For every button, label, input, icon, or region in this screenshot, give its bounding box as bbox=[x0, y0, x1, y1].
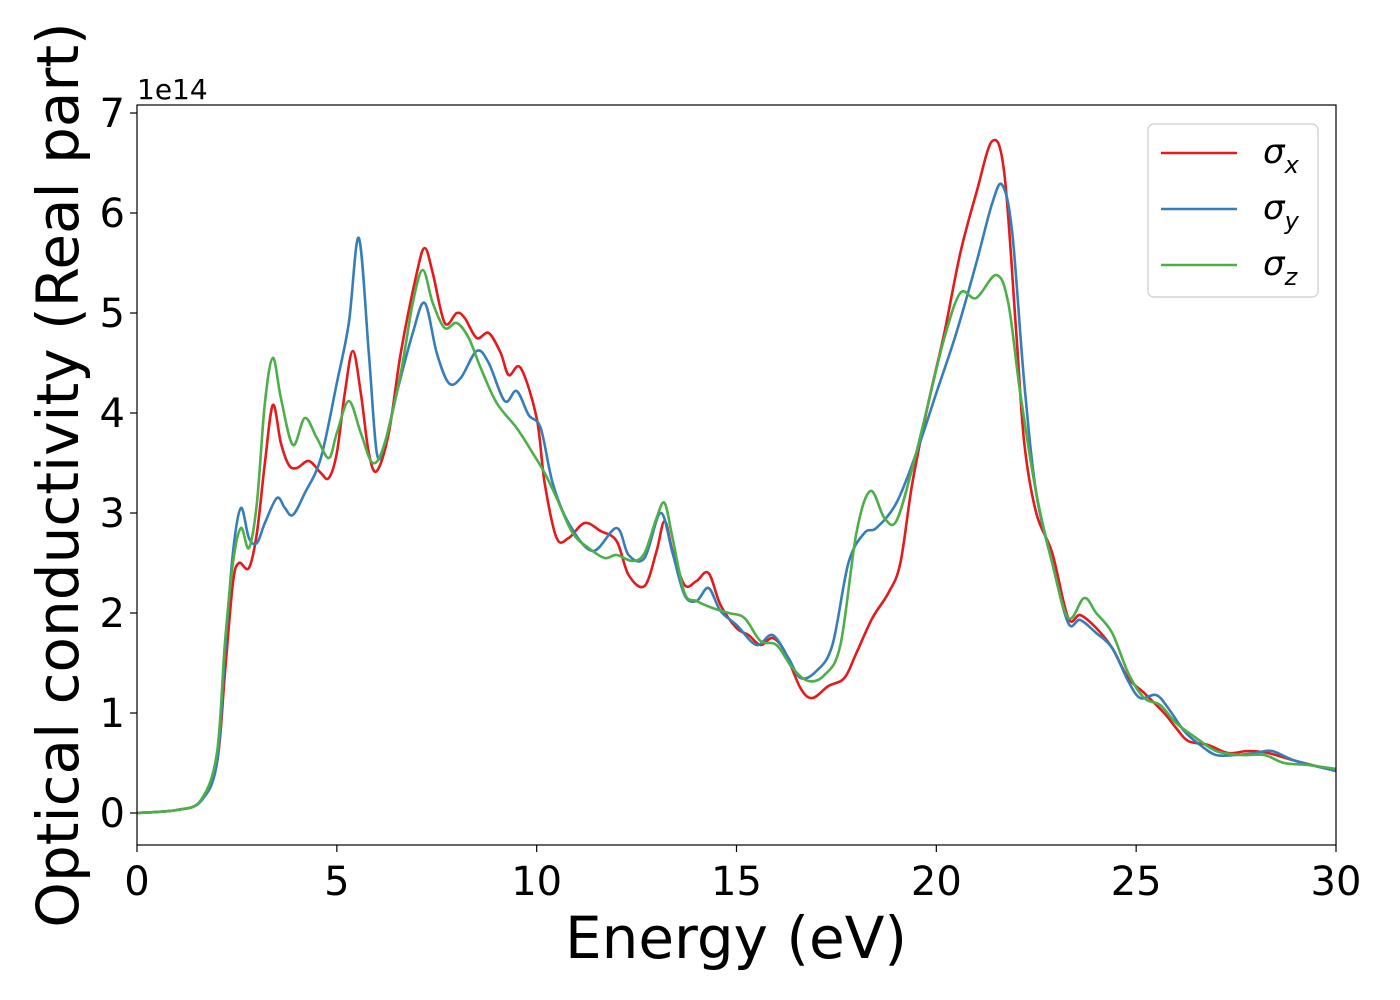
legend-label-x: σx bbox=[1263, 132, 1300, 179]
y-tick-label: 4 bbox=[100, 391, 125, 437]
y-axis: 0 1 2 3 4 5 6 7 bbox=[100, 91, 137, 837]
legend-label-y: σy bbox=[1263, 188, 1300, 235]
y-tick-label: 7 bbox=[100, 91, 125, 137]
series-layer bbox=[136, 138, 1337, 815]
y-tick-label: 1 bbox=[100, 691, 125, 737]
x-axis-label: Energy (eV) bbox=[565, 904, 907, 972]
x-tick-label: 0 bbox=[124, 859, 149, 905]
x-tick-label: 5 bbox=[324, 859, 349, 905]
plot-background bbox=[137, 105, 1336, 845]
y-tick-label: 2 bbox=[100, 591, 125, 637]
legend-box bbox=[1147, 123, 1319, 298]
y-axis-label: Optical conductivity (Real part) bbox=[24, 22, 92, 927]
y-tick-label: 3 bbox=[100, 491, 125, 537]
series-line-y bbox=[136, 182, 1337, 815]
x-tick-label: 30 bbox=[1311, 859, 1362, 905]
x-axis: 0 5 10 15 20 25 30 bbox=[124, 845, 1361, 905]
y-tick-label: 5 bbox=[100, 291, 125, 337]
x-tick-label: 10 bbox=[511, 859, 562, 905]
y-tick-label: 6 bbox=[100, 191, 125, 237]
x-tick-label: 20 bbox=[911, 859, 962, 905]
series-line-z bbox=[136, 268, 1337, 815]
legend: σx σy σz bbox=[1147, 123, 1319, 298]
y-tick-label: 0 bbox=[100, 791, 125, 837]
legend-label-z: σz bbox=[1263, 244, 1299, 291]
x-tick-label: 25 bbox=[1111, 859, 1162, 905]
y-offset-label: 1e14 bbox=[137, 73, 208, 106]
x-tick-label: 15 bbox=[711, 859, 762, 905]
